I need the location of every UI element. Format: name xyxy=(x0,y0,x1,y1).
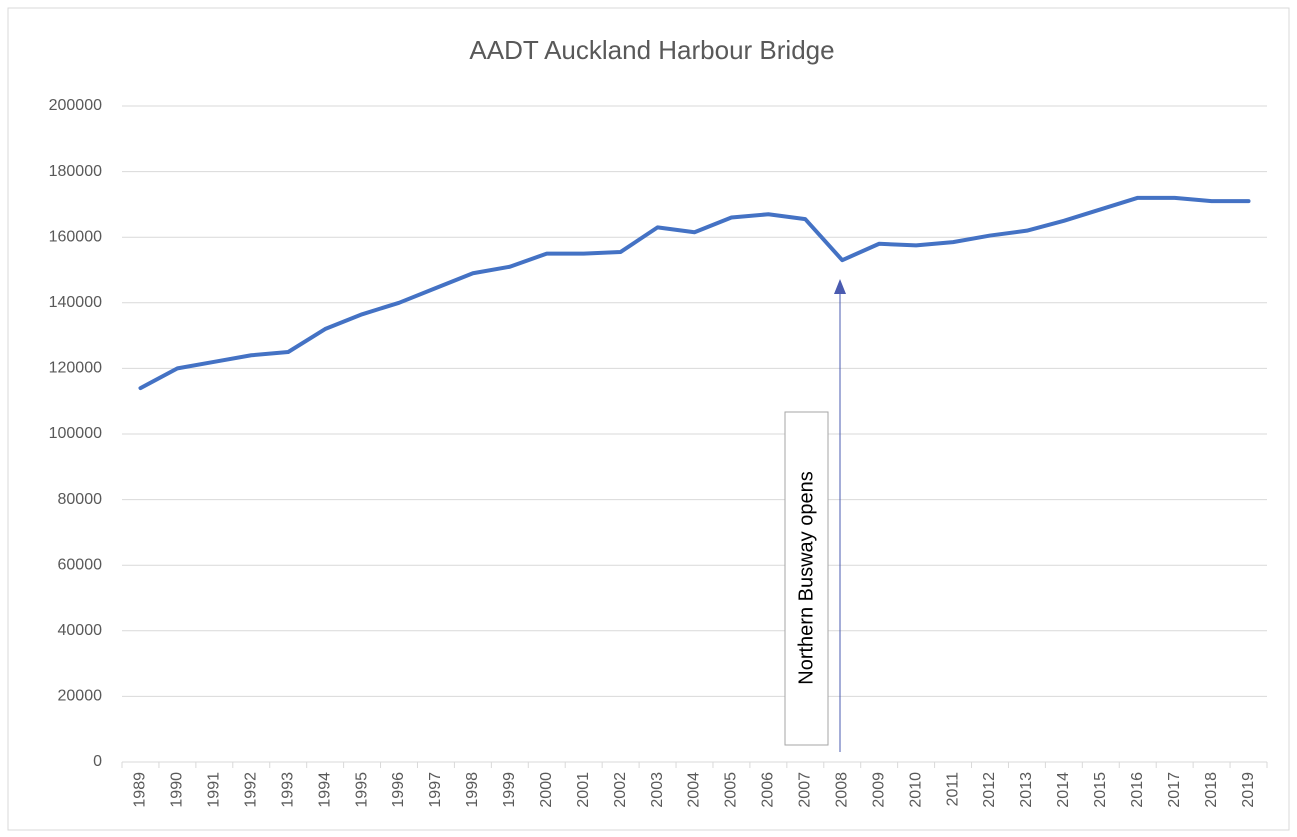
x-tick-label: 1996 xyxy=(390,772,407,808)
x-tick-label: 2010 xyxy=(907,772,924,808)
x-tick-label: 1991 xyxy=(206,772,223,808)
y-tick-label: 180000 xyxy=(49,163,102,180)
x-tick-label: 2019 xyxy=(1240,772,1257,808)
x-tick-label: 2014 xyxy=(1055,772,1072,808)
y-tick-label: 20000 xyxy=(58,688,103,705)
chart-title: AADT Auckland Harbour Bridge xyxy=(469,35,834,65)
x-tick-label: 2006 xyxy=(760,772,777,808)
x-tick-label: 2018 xyxy=(1203,772,1220,808)
x-tick-label: 1998 xyxy=(464,772,481,808)
x-tick-label: 2001 xyxy=(575,772,592,808)
y-tick-label: 200000 xyxy=(49,97,102,114)
y-tick-label: 80000 xyxy=(58,491,103,508)
x-tick-label: 1999 xyxy=(501,772,518,808)
x-tick-label: 2004 xyxy=(686,772,703,808)
x-tick-label: 2013 xyxy=(1018,772,1035,808)
x-tick-label: 2005 xyxy=(723,772,740,808)
data-line xyxy=(138,195,1251,391)
x-tick-label: 2012 xyxy=(981,772,998,808)
x-tick-label: 1994 xyxy=(316,772,333,808)
x-tick-label: 2015 xyxy=(1092,772,1109,808)
x-tick-label: 2009 xyxy=(870,772,887,808)
annotation-text: Northern Busway opens xyxy=(795,471,817,684)
y-tick-label: 40000 xyxy=(58,622,103,639)
x-tick-label: 1993 xyxy=(279,772,296,808)
x-tick-label: 2016 xyxy=(1129,772,1146,808)
x-tick-label: 2007 xyxy=(797,772,814,808)
y-tick-label: 140000 xyxy=(49,294,102,311)
y-tick-label: 100000 xyxy=(49,425,102,442)
x-tick-label: 1989 xyxy=(132,772,149,808)
x-tick-label: 1997 xyxy=(427,772,444,808)
annotation-box xyxy=(784,411,829,746)
x-tick-label: 2000 xyxy=(538,772,555,808)
y-tick-label: 60000 xyxy=(58,556,103,573)
x-tick-label: 2011 xyxy=(944,772,961,807)
annotation-arrowhead xyxy=(834,279,846,294)
x-tick-label: 2008 xyxy=(833,772,850,808)
x-tick-label: 1990 xyxy=(169,772,186,808)
x-tick-label: 1992 xyxy=(242,772,259,808)
x-tick-label: 2003 xyxy=(649,772,666,808)
chart-border xyxy=(7,7,1290,831)
y-tick-label: 120000 xyxy=(49,360,102,377)
x-tick-label: 2002 xyxy=(612,772,629,808)
y-tick-label: 0 xyxy=(93,753,102,770)
x-tick-label: 1995 xyxy=(353,772,370,808)
y-tick-label: 160000 xyxy=(49,228,102,245)
x-tick-label: 2017 xyxy=(1166,772,1183,808)
